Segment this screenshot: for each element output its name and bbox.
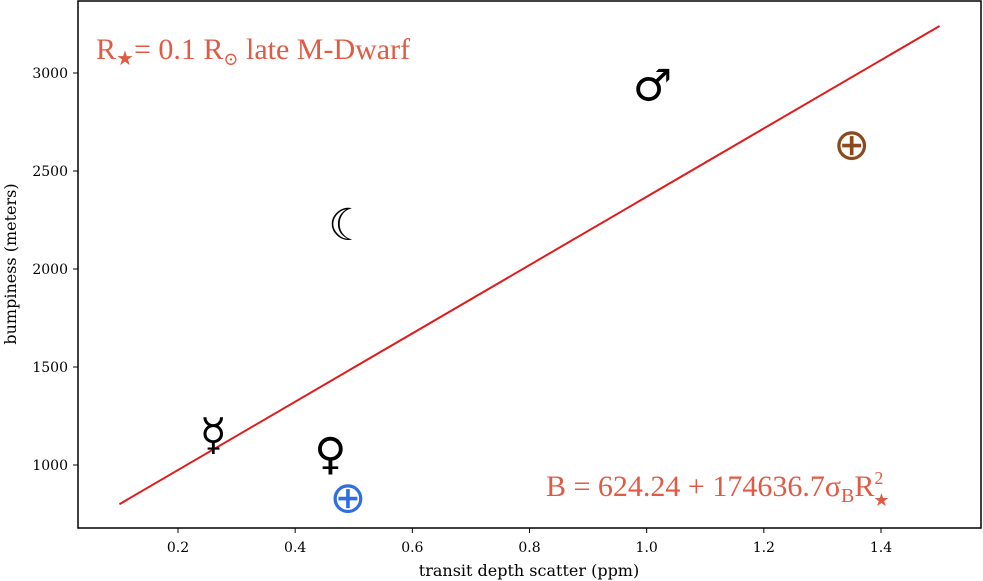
earth-brown-point: ⊕ <box>833 120 870 171</box>
annotation-top-left: R★= 0.1 R⊙ late M-Dwarf <box>96 33 410 70</box>
x-tick-label: 1.4 <box>870 540 892 556</box>
x-tick-label: 0.2 <box>167 540 189 556</box>
ticks: 0.2 0.4 0.6 0.8 1.0 1.2 1.4 1000 1500 2000 2500 300… <box>32 66 892 556</box>
x-tick-label: 1.0 <box>636 540 658 556</box>
y-tick-label: 3000 <box>32 66 68 82</box>
x-tick-label: 0.4 <box>284 540 306 556</box>
fit-line <box>118 25 941 506</box>
y-axis-label: bumpiness (meters) <box>1 183 20 344</box>
annotation-bottom-right: B = 624.24 + 174636.7σBR2 ★ <box>546 468 890 510</box>
x-tick-label: 1.2 <box>753 540 775 556</box>
x-tick-label: 0.6 <box>401 540 423 556</box>
earth-point: ⊕ <box>329 472 366 523</box>
x-tick-label: 0.8 <box>518 540 540 556</box>
venus-point: ♀ <box>314 429 346 480</box>
y-tick-label: 1500 <box>32 360 68 376</box>
mars-point: ♂ <box>633 61 672 112</box>
mercury-point: ☿ <box>200 410 227 461</box>
y-tick-label: 1000 <box>32 458 68 474</box>
y-tick-label: 2500 <box>32 164 68 180</box>
points: ☿ ♀⊕☾♂⊕ <box>200 61 871 524</box>
x-axis-label: transit depth scatter (ppm) <box>419 561 639 580</box>
moon-point: ☾ <box>328 200 367 251</box>
y-tick-label: 2000 <box>32 262 68 278</box>
